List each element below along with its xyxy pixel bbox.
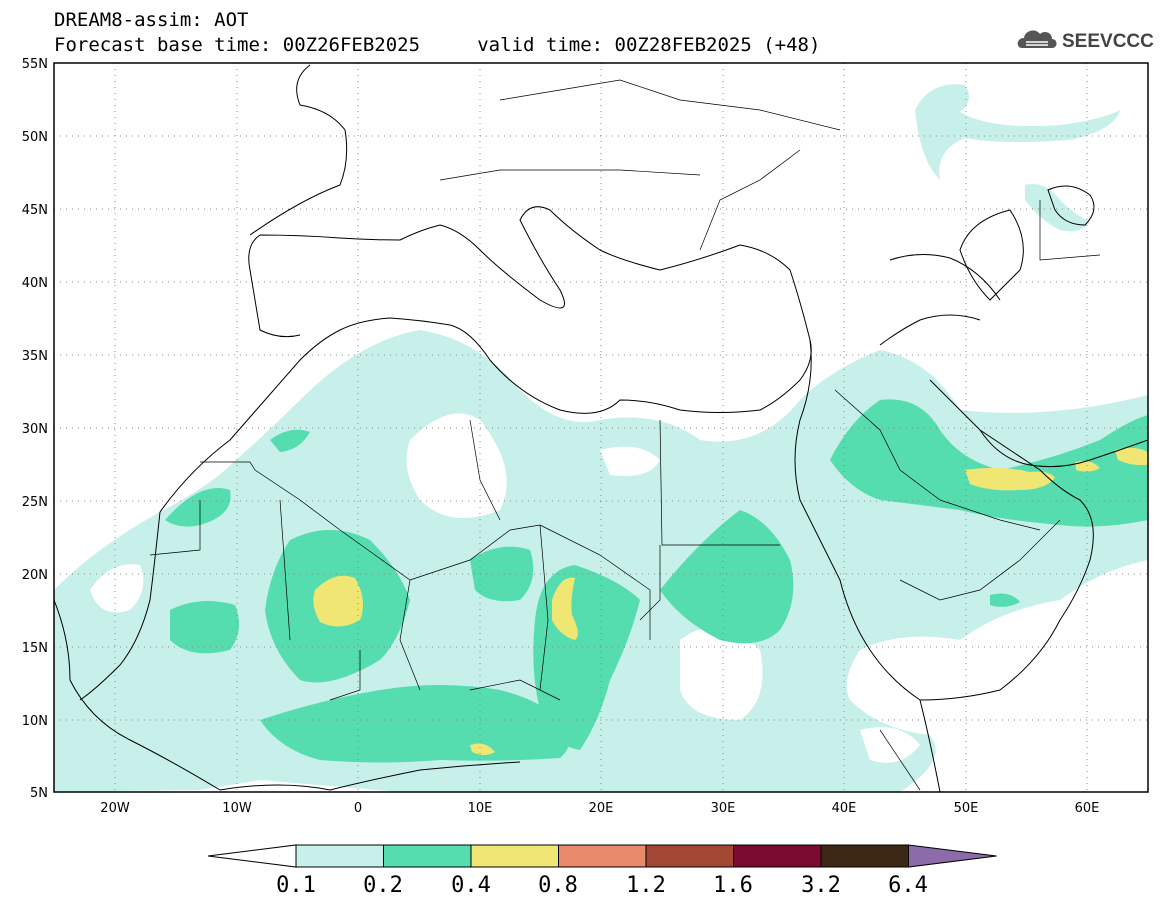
colorbar-level: 3.2 [801, 873, 841, 898]
lat-label: 45N [22, 203, 48, 218]
lat-label: 30N [22, 422, 48, 437]
latitude-axis: 55N 50N 45N 40N 35N 30N 25N 20N 15N 10N … [22, 57, 48, 801]
map-title: DREAM8-assim: AOT [54, 9, 249, 31]
lat-label: 35N [22, 349, 48, 364]
lon-label: 60E [1075, 801, 1100, 816]
coastlines [54, 64, 1148, 792]
forecast-time-label: Forecast base time: 00Z26FEB2025 valid t… [54, 34, 821, 56]
aot-field-0.4 [313, 447, 1148, 755]
lat-label: 10N [22, 714, 48, 729]
colorbar-box [383, 844, 472, 868]
lat-label: 5N [30, 786, 48, 801]
lat-label: 15N [22, 641, 48, 656]
colorbar-box [558, 844, 647, 868]
lon-label: 40E [832, 801, 857, 816]
colorbar-level: 0.4 [451, 873, 491, 898]
map-frame [53, 62, 1149, 793]
lat-label: 55N [22, 57, 48, 72]
lon-label: 20W [100, 801, 130, 816]
colorbar-above-triangle [908, 844, 997, 868]
country-borders [149, 79, 1101, 791]
colorbar-box [470, 844, 559, 868]
colorbar-level: 0.1 [276, 873, 316, 898]
colorbar-box [820, 844, 909, 868]
lon-label: 50E [954, 801, 979, 816]
colorbar-level: 0.8 [538, 873, 578, 898]
colorbar-box [645, 844, 734, 868]
colorbar-box [733, 844, 822, 868]
lat-label: 25N [22, 495, 48, 510]
colorbar-below-triangle [207, 844, 297, 868]
colorbar-level: 1.2 [626, 873, 666, 898]
longitude-axis: 20W 10W 0 10E 20E 30E 40E 50E 60E [100, 801, 1099, 816]
seevccc-logo: SEEVCCC [1017, 30, 1154, 52]
lon-label: 30E [711, 801, 736, 816]
lon-label: 0 [354, 801, 362, 816]
colorbar-box [295, 844, 384, 868]
lon-label: 10W [222, 801, 252, 816]
colorbar-boxes [207, 844, 997, 868]
colorbar-level: 6.4 [888, 873, 928, 898]
map-gridlines [54, 63, 1148, 792]
cloud-icon [1017, 30, 1057, 48]
colorbar-level: 0.2 [363, 873, 403, 898]
colorbar-level: 1.6 [713, 873, 753, 898]
logo-text: SEEVCCC [1062, 31, 1154, 52]
lon-label: 10E [468, 801, 493, 816]
lon-label: 20E [589, 801, 614, 816]
lat-label: 50N [22, 130, 48, 145]
lat-label: 40N [22, 276, 48, 291]
lat-label: 20N [22, 568, 48, 583]
colorbar-labels: 0.1 0.2 0.4 0.8 1.2 1.6 3.2 6.4 [276, 873, 928, 898]
aot-field-clear [90, 413, 920, 763]
